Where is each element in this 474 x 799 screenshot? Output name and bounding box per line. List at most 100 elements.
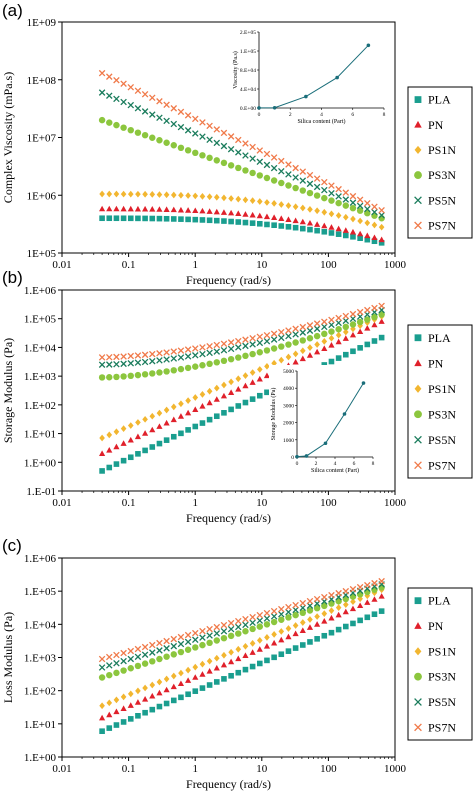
data-point <box>342 317 350 325</box>
data-point <box>113 121 120 129</box>
x-tick-label: 1 <box>192 763 198 775</box>
data-point <box>113 215 120 222</box>
data-point <box>349 585 357 593</box>
legend-marker <box>414 334 422 342</box>
y-tick-label: 1.E+04 <box>24 342 57 354</box>
data-point <box>149 206 156 212</box>
data-point <box>199 192 206 200</box>
legend-marker <box>414 435 422 444</box>
data-point <box>192 207 199 214</box>
data-point <box>156 639 163 647</box>
data-point <box>98 655 106 663</box>
data-point <box>342 351 349 358</box>
data-point <box>220 621 228 629</box>
data-point <box>199 402 206 409</box>
data-point <box>227 145 235 153</box>
data-point <box>328 210 335 218</box>
data-point <box>113 360 120 368</box>
data-point <box>177 365 185 373</box>
data-point <box>120 649 127 657</box>
data-point <box>335 338 342 345</box>
data-point <box>213 348 221 355</box>
data-point <box>185 691 191 698</box>
data-point <box>184 346 192 353</box>
data-point <box>149 444 156 450</box>
data-point <box>235 344 242 351</box>
inset-y-tick-label: 3000 <box>283 403 294 409</box>
inset-x-tick-label: 2 <box>315 461 318 467</box>
chart-panel-1: (a) 0.01 0.1 1 10 100 1000 1E+05 1E+06 1E+07 1E+08… <box>1 1 473 287</box>
data-point <box>349 199 357 206</box>
data-point <box>364 599 371 605</box>
y-tick-label: 1.E+05 <box>24 314 57 326</box>
data-point <box>156 206 163 212</box>
data-point <box>185 409 192 416</box>
data-point <box>163 653 170 660</box>
data-point <box>235 669 242 676</box>
data-point <box>242 621 249 629</box>
series-ps5n <box>98 581 385 671</box>
data-point <box>321 178 328 186</box>
data-point <box>98 69 106 77</box>
data-point <box>256 366 263 373</box>
data-point <box>199 671 206 677</box>
inset-x-tick-label: 6 <box>351 112 354 118</box>
data-point <box>127 436 134 443</box>
data-point <box>134 105 142 112</box>
data-point <box>170 416 177 423</box>
data-point <box>357 235 363 242</box>
data-point <box>120 353 127 360</box>
data-point <box>335 331 342 339</box>
legend-marker <box>414 461 422 470</box>
data-point <box>335 231 342 237</box>
data-point <box>156 114 163 121</box>
legend-label: PN <box>428 118 444 132</box>
data-point <box>263 347 271 354</box>
data-point <box>178 191 184 199</box>
data-point <box>149 191 156 198</box>
data-point <box>242 399 249 406</box>
x-tick-label: 100 <box>320 763 337 775</box>
data-point <box>106 699 113 707</box>
data-point <box>213 139 221 147</box>
data-point <box>149 681 156 689</box>
data-point <box>149 641 156 649</box>
data-point <box>163 419 170 426</box>
inset-y-tick-label: 4.E+04 <box>240 87 256 93</box>
data-point <box>156 191 163 198</box>
data-point <box>134 352 142 359</box>
data-point <box>292 325 299 333</box>
plot-frame <box>61 289 396 492</box>
data-point <box>185 666 191 674</box>
data-point <box>228 195 234 202</box>
data-point <box>134 699 142 705</box>
data-point <box>378 212 385 219</box>
legend-marker <box>414 145 422 154</box>
data-point <box>292 224 299 231</box>
data-point <box>313 192 321 199</box>
data-point <box>163 637 170 645</box>
data-point <box>342 189 350 196</box>
data-point <box>134 205 142 212</box>
data-point <box>349 228 357 235</box>
data-point <box>141 358 149 366</box>
data-point <box>263 621 271 628</box>
data-point <box>199 207 206 214</box>
data-point <box>113 669 120 677</box>
data-point <box>342 323 350 331</box>
data-point <box>134 87 142 95</box>
data-point <box>242 382 249 389</box>
data-point <box>213 654 220 662</box>
data-point <box>263 337 271 345</box>
data-point <box>264 362 270 370</box>
data-point <box>356 308 364 316</box>
data-point <box>256 172 264 179</box>
y-axis-label: Loss Modulus (Pa) <box>1 612 15 703</box>
data-point <box>270 345 278 352</box>
data-point <box>321 632 328 639</box>
data-point <box>342 227 349 233</box>
data-point <box>142 709 148 716</box>
data-point <box>314 348 321 355</box>
data-point <box>264 221 270 228</box>
data-point <box>278 605 285 613</box>
